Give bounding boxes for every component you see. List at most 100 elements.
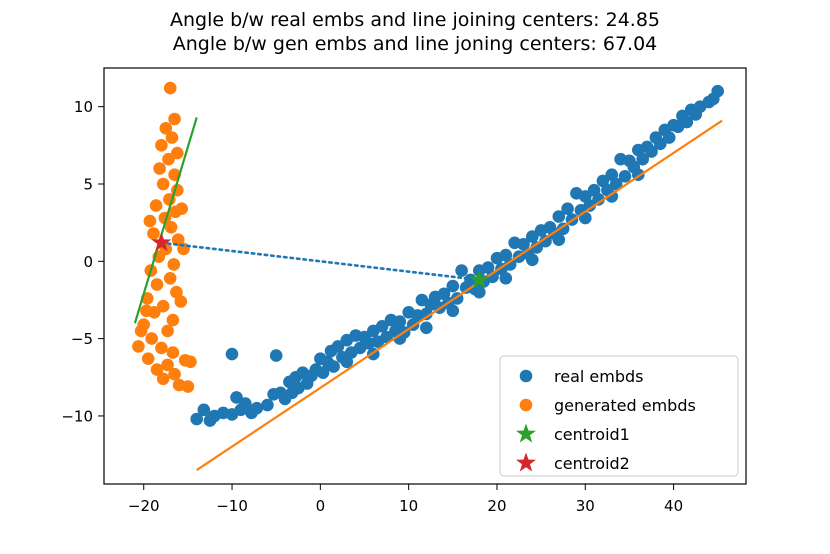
data-point <box>380 330 393 344</box>
data-point <box>592 193 605 206</box>
y-tick-label: 0 <box>83 253 93 271</box>
legend-label: centroid1 <box>554 425 630 444</box>
data-point <box>230 391 243 404</box>
x-tick-label: −20 <box>128 497 160 515</box>
data-point <box>171 146 184 160</box>
data-point <box>190 412 203 426</box>
data-point <box>140 304 153 318</box>
data-point <box>156 372 170 386</box>
data-point <box>166 313 180 327</box>
data-point <box>147 227 160 240</box>
data-point <box>556 222 570 236</box>
data-point <box>609 177 623 191</box>
data-point <box>552 233 566 246</box>
data-point <box>174 295 188 308</box>
y-tick-label: 5 <box>83 175 93 193</box>
data-point <box>486 270 499 284</box>
data-point <box>503 258 517 271</box>
legend-box <box>499 355 739 477</box>
data-point <box>149 199 163 212</box>
y-tick-label: 10 <box>74 98 93 116</box>
series-real-embds <box>190 84 724 427</box>
data-point <box>636 152 649 166</box>
data-point <box>499 272 513 285</box>
data-point <box>583 199 596 212</box>
data-point <box>331 340 345 353</box>
data-point <box>605 190 619 203</box>
data-point <box>225 347 239 361</box>
x-tick-label: 30 <box>576 497 595 515</box>
data-point <box>327 360 340 373</box>
data-point <box>645 145 658 158</box>
data-point <box>141 352 155 366</box>
data-point <box>159 122 173 135</box>
legend-marker-circle-icon <box>519 398 533 412</box>
data-point <box>134 324 148 338</box>
data-point <box>163 81 177 95</box>
legend-label: real embds <box>554 367 643 386</box>
data-point <box>473 285 486 299</box>
data-point <box>175 202 188 215</box>
data-point <box>393 332 407 345</box>
data-point <box>561 202 574 215</box>
data-point <box>171 233 185 246</box>
data-point <box>446 279 460 293</box>
data-point <box>618 170 632 183</box>
centroid1-star-icon <box>469 269 490 289</box>
data-point <box>161 324 174 338</box>
data-point <box>250 401 264 415</box>
data-point <box>269 349 283 362</box>
data-point <box>420 321 433 335</box>
series-generated-embds <box>132 81 197 393</box>
chart-title-line-1: Angle b/w real embs and line joining cen… <box>169 9 660 31</box>
legend-label: centroid2 <box>554 454 630 473</box>
data-point <box>539 234 552 248</box>
data-point <box>197 403 211 417</box>
x-tick-label: 0 <box>316 497 326 515</box>
data-point <box>680 115 694 129</box>
data-point <box>145 332 158 345</box>
fit-line-2 <box>160 241 481 282</box>
data-point <box>654 137 667 151</box>
data-point <box>181 380 195 393</box>
data-point <box>316 366 330 380</box>
data-point <box>162 152 175 166</box>
x-tick-label: 10 <box>399 497 418 515</box>
data-point <box>168 112 181 126</box>
legend-marker-circle-icon <box>519 369 533 383</box>
data-point <box>711 84 724 98</box>
data-point <box>526 253 539 267</box>
plot-frame <box>103 67 747 485</box>
x-tick-label: 20 <box>487 497 506 515</box>
data-point <box>552 210 566 223</box>
y-tick-label: −5 <box>71 330 93 348</box>
legend-marker-star-icon <box>516 452 536 472</box>
data-point <box>153 162 166 175</box>
data-point <box>132 340 145 353</box>
data-point <box>340 355 354 369</box>
data-point <box>393 315 407 328</box>
fit-line-1 <box>133 117 198 324</box>
data-point <box>184 355 197 369</box>
centroid2-star-icon <box>151 232 172 252</box>
fit-line-0 <box>196 119 723 471</box>
data-point <box>168 367 181 381</box>
data-point <box>375 320 389 333</box>
data-point <box>156 299 170 313</box>
data-point <box>455 264 468 277</box>
x-tick-label: 40 <box>664 497 683 515</box>
x-tick-label: −10 <box>216 497 248 515</box>
data-point <box>167 258 181 271</box>
data-point <box>446 304 460 318</box>
chart-title-line-2: Angle b/w gen embs and line joning cente… <box>172 33 658 55</box>
data-point <box>156 177 170 191</box>
data-point <box>150 278 164 291</box>
data-point <box>662 131 676 144</box>
data-point <box>155 341 168 355</box>
data-point <box>155 139 168 152</box>
data-point <box>261 398 274 412</box>
data-point <box>143 214 157 228</box>
data-point <box>165 131 179 144</box>
data-point <box>163 272 177 285</box>
